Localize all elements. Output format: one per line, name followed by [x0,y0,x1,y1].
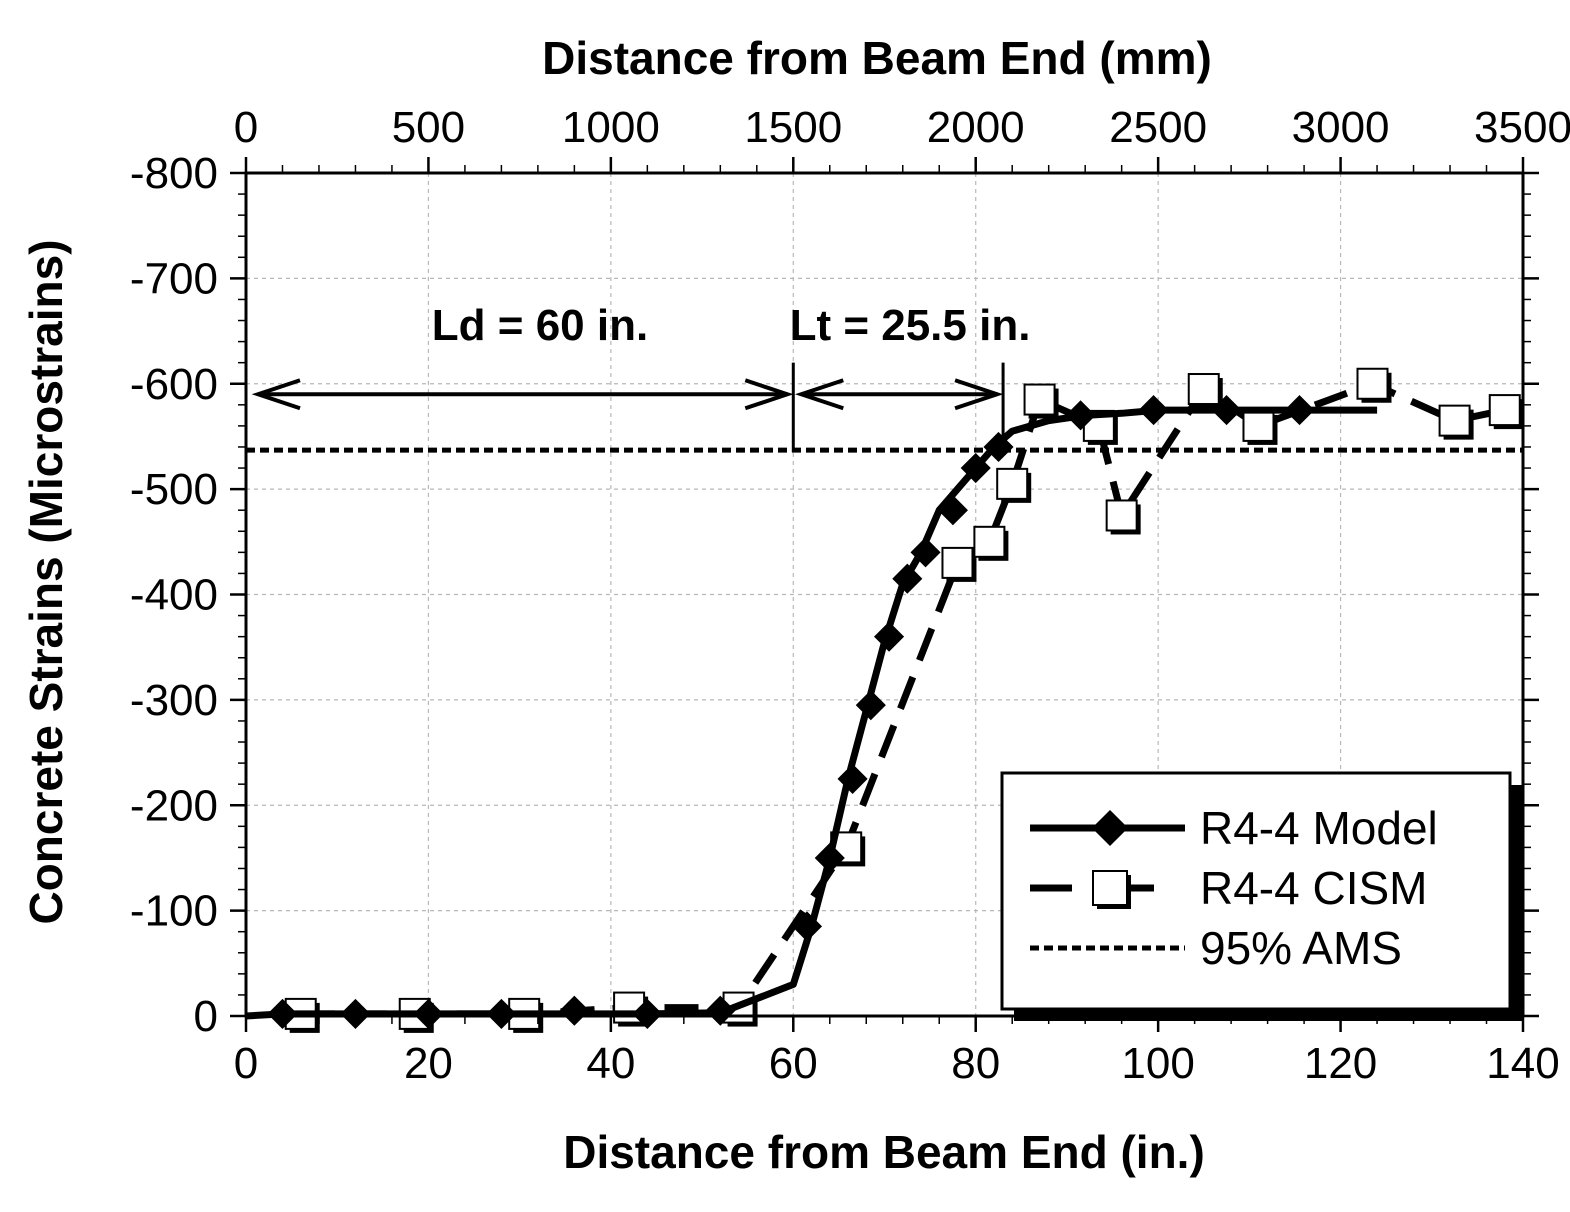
x2-tick-label: 2000 [927,103,1025,152]
y-tick-label: -300 [130,676,218,725]
legend-label: 95% AMS [1200,922,1402,974]
ld-label: Ld = 60 in. [432,301,648,350]
legend-label: R4-4 Model [1200,802,1438,854]
arrow-head-right [744,378,794,411]
data-point [910,537,941,568]
x2-tick-label: 500 [392,103,465,152]
x-tick-label: 0 [234,1039,258,1088]
data-point [941,546,977,582]
y-tick-label: -500 [130,465,218,514]
x-axis-title: Distance from Beam End (in.) [563,1126,1205,1178]
y-tick-label: -700 [130,254,218,303]
data-point [1488,394,1524,430]
data-point [340,998,371,1029]
legend-box [1000,771,1512,1011]
x-tick-label: 140 [1486,1039,1559,1088]
data-point [937,495,968,526]
data-point [705,995,736,1026]
marker-face [1438,404,1471,437]
y-tick-label: -800 [130,149,218,198]
x-tick-label: 80 [951,1039,1000,1088]
series-r4-4-model [245,395,1378,1029]
y-tick-label: -100 [130,887,218,936]
marker-face [1105,499,1138,532]
data-point [791,911,823,942]
y-tick-labels: -800 -700 -600 -500 -400 -300 -200 -100 0 [130,149,218,1041]
x2-axis-title: Distance from Beam End (mm) [542,32,1212,84]
x-tick-label: 40 [586,1039,635,1088]
y-tick-label: 0 [194,992,218,1041]
legend-item: R4-4 CISM [1030,862,1427,914]
x2-tick-label: 2500 [1109,103,1207,152]
data-point [960,452,991,484]
data-point [1211,395,1242,426]
marker-face [996,467,1029,500]
arrow-head-right [954,378,1004,411]
y-tick-label: -400 [130,571,218,620]
data-point [1065,400,1096,431]
x2-tick-label: 3000 [1292,103,1390,152]
data-point [1438,404,1474,440]
x-tick-label: 120 [1304,1039,1377,1088]
data-point [632,998,663,1029]
lt-label: Lt = 25.5 in. [790,301,1031,350]
data-point [837,763,868,794]
marker-face [1023,383,1056,416]
marker-face [1242,409,1275,442]
data-point [874,621,905,652]
x2-tick-label: 1500 [744,103,842,152]
data-point [1138,395,1169,426]
data-point [855,690,886,721]
data-point [1356,367,1392,403]
tick-marks [230,157,1539,1032]
legend-label: R4-4 CISM [1200,862,1427,914]
data-point [1284,395,1315,426]
data-point [486,998,517,1029]
data-point [996,467,1032,503]
data-point [1023,383,1059,419]
data-point [1105,499,1141,535]
x-tick-label: 60 [769,1039,818,1088]
legend-items: R4-4 Model R4-4 CISM 95% AMS [1030,802,1438,974]
data-point [267,998,298,1029]
data-point [973,525,1009,561]
y-tick-label: -600 [130,360,218,409]
marker-face [1187,373,1220,406]
annotation-layer: Ld = 60 in. Lt = 25.5 in. [251,301,1031,453]
series-layer [245,367,1524,1033]
marker-face [1092,870,1128,906]
marker-face [973,525,1006,558]
legend-item: 95% AMS [1030,922,1402,974]
marker-face [1488,394,1521,427]
data-point [983,431,1014,463]
data-point [814,842,845,873]
marker-face [941,546,974,579]
y-axis-title: Concrete Strains (Microstrains) [20,239,72,924]
legend-item: R4-4 Model [1030,802,1438,854]
arrow-head-left [794,378,844,411]
arrow-head-left [251,378,301,411]
data-point [892,563,923,594]
data-point [1187,373,1223,409]
y-tick-label: -200 [130,781,218,830]
marker-face [1356,367,1389,400]
x2-tick-label: 0 [234,103,258,152]
legend: R4-4 Model R4-4 CISM 95% AMS [1000,771,1522,1021]
data-point [1242,409,1278,445]
x-tick-label: 100 [1121,1039,1194,1088]
x2-tick-labels: 0 500 1000 1500 2000 2500 3000 3500 [234,103,1570,152]
x-tick-label: 20 [404,1039,453,1088]
x2-tick-label: 1000 [562,103,660,152]
legend-marker [1092,870,1131,909]
legend-marker [1091,809,1129,847]
x2-tick-label: 3500 [1474,103,1570,152]
data-point [559,995,590,1026]
x-tick-labels: 0 20 40 60 80 100 120 140 [234,1039,1560,1088]
